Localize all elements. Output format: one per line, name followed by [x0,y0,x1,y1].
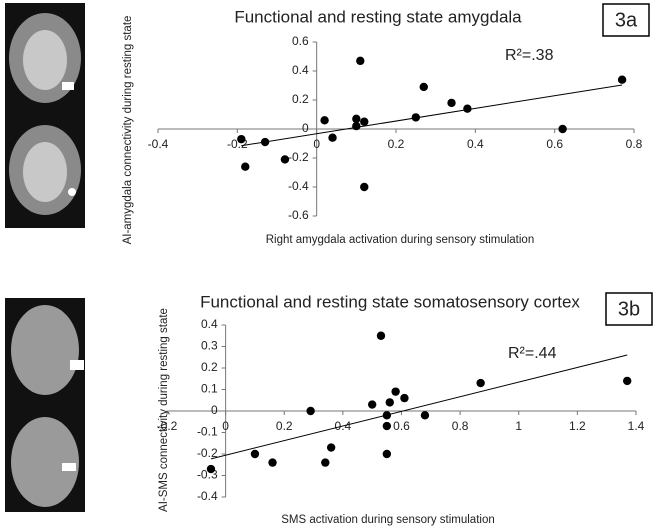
chart: -0.4 -0.2 0 0.2 0.4 0.6 0.8-0.6-0.4-0.200.20.4… [122,3,650,246]
point [206,464,216,474]
y-tick-label: -0.2 [288,150,309,164]
x-tick-label: 0.6 [393,419,410,433]
x-tick-label: 0 [313,137,320,151]
brain-slice [23,142,67,202]
point [382,421,392,431]
y-tick-label: -0.4 [197,489,218,503]
chart-title: Functional and resting state amygdala [234,7,522,26]
point [558,124,567,134]
point [241,162,250,171]
y-tick-label: -0.2 [197,446,218,460]
x-tick-label: -0.4 [148,137,169,151]
brain-images-b [5,298,85,512]
point [280,155,290,164]
x-tick-label: 0.2 [388,137,405,151]
roi [68,188,76,196]
point [463,104,472,113]
point [360,117,369,126]
point [326,443,336,452]
chart: -0.200.20.40.60.811.21.4-0.4-0.3-0.2-0.1… [157,292,653,526]
point [352,114,361,124]
point [419,82,428,92]
y-tick-label: 0.1 [201,382,218,396]
x-tick-label: 0.6 [546,137,563,151]
brain-slice [23,30,67,90]
x-axis-label: Right amygdala activation during sensory… [266,234,534,246]
point [268,458,277,467]
y-tick-label: 0.4 [292,63,309,77]
point [385,398,394,407]
point [367,400,377,409]
y-tick-label: 0 [302,121,309,135]
point [447,98,456,108]
x-tick-label: 0.8 [626,137,643,151]
chart-title: Functional and resting state somatosenso… [200,292,580,311]
point [328,133,337,142]
y-tick-label: 0.2 [201,360,218,374]
y-tick-label: -0.4 [288,179,309,193]
x-tick-label: 0.2 [276,419,293,433]
brain-slice [11,305,79,395]
point [321,458,330,467]
x-tick-label: 0 [222,419,229,433]
x-tick-label: -0.2 [157,419,178,433]
y-tick-label: 0 [211,403,218,417]
point [391,387,400,396]
panel-box [605,292,653,326]
point [617,75,627,84]
trendline [241,84,623,147]
point [356,56,365,66]
y-tick-label: -0.6 [288,208,309,222]
roi [62,463,76,471]
point [623,376,632,386]
roi [62,82,74,90]
y-tick-label: 0.6 [292,34,309,48]
point [376,331,386,340]
x-tick-label: 1.2 [569,419,586,433]
y-axis-label: AI-SMS connectivity during resting state [158,308,170,512]
y-tick-label: 0.4 [201,317,218,331]
point [382,449,392,459]
panel-label: 3b [618,298,640,320]
panel-box [602,3,650,37]
trendline [210,354,628,460]
x-tick-label: 1 [515,419,522,433]
x-tick-label: 1.4 [628,419,645,433]
roi [70,360,84,370]
point [352,121,361,131]
point [420,411,430,420]
x-tick-label: 0.8 [452,419,469,433]
point [400,393,409,403]
r-squared: R²=.38 [505,47,554,64]
point [476,378,485,388]
brain-slice [11,417,79,507]
point [306,406,315,416]
brain-images-a [5,3,85,228]
point [237,134,246,144]
x-tick-label: 0.4 [467,137,484,151]
r-squared: R²=.44 [508,345,557,362]
y-tick-label: 0.2 [292,92,309,106]
x-axis-label: SMS activation during sensory stimulatio… [281,514,495,526]
y-tick-label: 0.3 [201,339,218,353]
panel-label: 3a [615,9,638,31]
point [360,182,369,192]
point [320,116,329,125]
y-axis-label: AI-amygdala connectivity during resting … [122,16,134,245]
point [250,449,260,459]
y-tick-label: -0.1 [197,425,218,439]
